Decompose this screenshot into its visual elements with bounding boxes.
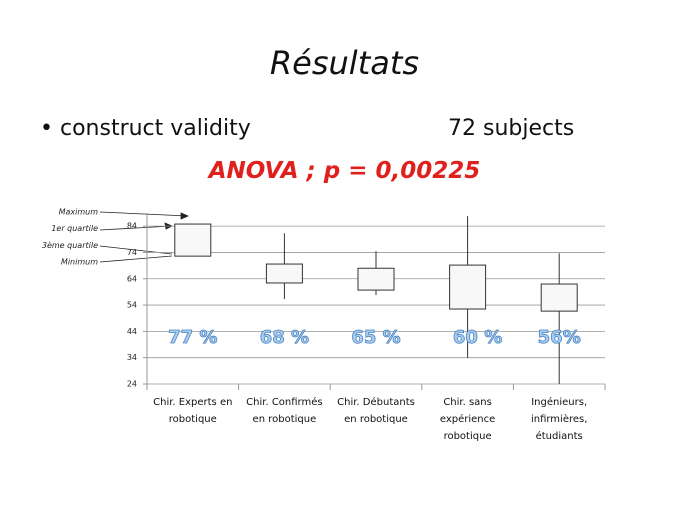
y-tick-label: 34 xyxy=(127,353,137,362)
y-tick-label: 64 xyxy=(127,274,137,283)
box xyxy=(265,263,303,284)
box xyxy=(540,283,578,312)
y-tick-label: 84 xyxy=(127,222,137,231)
x-tick-label: Chir. Confirmés en robotique xyxy=(246,397,323,425)
y-tick-label: 24 xyxy=(127,380,137,389)
x-tick-label: Chir. sans expérience robotique xyxy=(439,397,496,442)
legend-label: Minimum xyxy=(61,258,98,267)
legend-label: 1er quartile xyxy=(51,224,98,233)
y-tick-label: 74 xyxy=(127,248,137,257)
x-tick-label: Ingénieurs, infirmières, étudiants xyxy=(530,397,588,442)
x-tick-label: Chir. Experts en robotique xyxy=(153,397,233,425)
percent-label: 56% xyxy=(538,327,581,348)
box xyxy=(174,223,212,257)
percent-label: 68 % xyxy=(260,327,309,348)
subjects: 72 subjects xyxy=(448,116,575,141)
box xyxy=(357,267,395,291)
anova: ANOVA ; p = 0,00225 xyxy=(208,158,481,184)
y-tick-label: 54 xyxy=(127,301,137,310)
legend-label: Maximum xyxy=(59,208,99,217)
bullet-text: construct validity xyxy=(59,116,251,141)
percent-label: 65 % xyxy=(351,327,400,348)
percent-label: 60 % xyxy=(453,327,502,348)
percent-label: 77 % xyxy=(168,327,217,348)
box xyxy=(449,264,487,310)
legend-label: 3ème quartile xyxy=(42,240,98,250)
x-tick-label: Chir. Débutants en robotique xyxy=(337,397,415,425)
y-tick-label: 44 xyxy=(127,327,137,336)
bullet: • construct validity xyxy=(40,116,251,141)
slide-title: Résultats xyxy=(269,44,420,82)
